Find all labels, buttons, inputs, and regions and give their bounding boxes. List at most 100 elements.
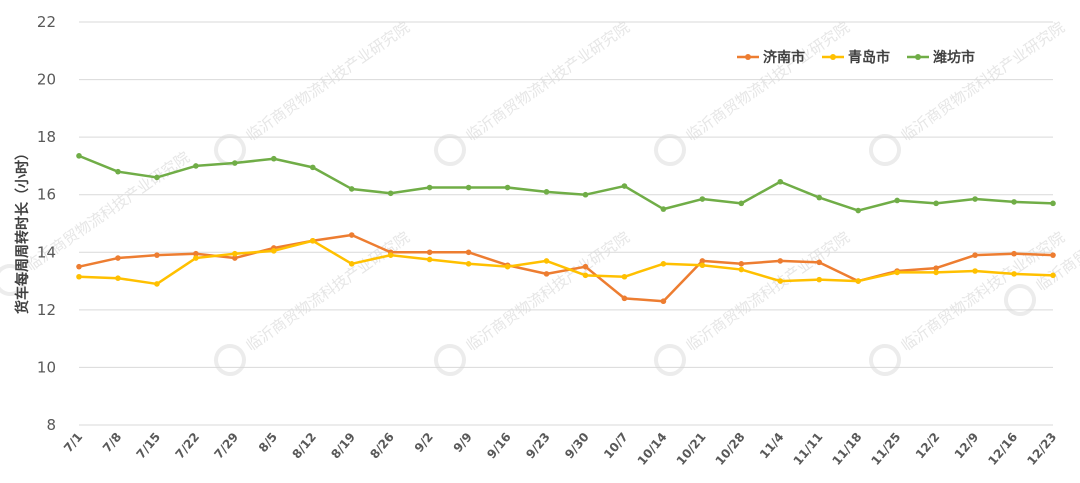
data-point xyxy=(76,263,82,270)
data-point xyxy=(309,237,316,244)
x-tick-label: 11/25 xyxy=(868,430,903,468)
data-point xyxy=(1011,250,1017,257)
data-point xyxy=(465,184,472,191)
data-point xyxy=(1050,272,1056,279)
watermark-layer: 临沂商贸物流科技产业研究院 临沂商贸物流科技产业研究院 临沂商贸物流科技产业研究院临… xyxy=(0,18,1080,376)
watermark-logo-icon xyxy=(214,344,246,376)
data-point xyxy=(504,263,511,270)
data-point xyxy=(660,261,667,267)
x-tick-label: 9/9 xyxy=(451,430,475,455)
data-point xyxy=(660,298,667,305)
x-tick-label: 12/16 xyxy=(985,430,1020,468)
y-tick-label: 12 xyxy=(37,301,56,319)
x-tick-label: 7/29 xyxy=(211,430,241,462)
data-point xyxy=(582,191,589,198)
data-point xyxy=(738,261,745,267)
legend-marker xyxy=(915,54,921,60)
watermark: 临沂商贸物流科技产业研究院 xyxy=(434,228,633,376)
data-point xyxy=(816,194,823,201)
watermark: 临沂商贸物流科技产业研究院 xyxy=(214,228,413,376)
x-axis-ticks: 7/1 7/8 7/15 7/22 7/29 8/5 8/12 8/19 8/26 9/2 9/9 9… xyxy=(61,430,1059,468)
data-point xyxy=(933,269,939,276)
y-axis-label: 货车每周周转时长（小时） xyxy=(14,146,31,315)
data-point xyxy=(582,263,589,270)
legend-item: 潍坊市 xyxy=(907,49,975,66)
legend-label: 济南市 xyxy=(763,49,805,66)
data-point xyxy=(621,295,628,302)
data-point xyxy=(543,271,550,277)
x-tick-label: 7/8 xyxy=(100,430,124,455)
data-point xyxy=(348,232,355,238)
data-point xyxy=(855,207,861,214)
data-point xyxy=(465,261,472,267)
x-tick-label: 9/16 xyxy=(484,430,514,462)
x-tick-label: 12/23 xyxy=(1024,430,1059,468)
x-tick-label: 9/23 xyxy=(523,430,553,462)
watermark-text: 临沂商贸物流科技产业研究院 xyxy=(463,228,633,355)
data-point xyxy=(232,250,238,257)
x-tick-label: 10/21 xyxy=(674,430,709,468)
series-3 xyxy=(76,153,1056,214)
data-point xyxy=(115,255,121,261)
watermark: 临沂商贸物流科技产业研究院 xyxy=(654,228,853,376)
data-point xyxy=(738,200,745,207)
data-point xyxy=(621,273,628,280)
x-tick-label: 8/19 xyxy=(328,430,358,462)
data-point xyxy=(816,259,823,266)
watermark: 临沂商贸物流科技产业研究院 xyxy=(869,18,1068,166)
data-point xyxy=(271,248,277,254)
x-tick-label: 12/2 xyxy=(913,430,943,462)
data-point xyxy=(76,153,82,159)
y-tick-label: 20 xyxy=(37,71,56,89)
watermark-logo-icon xyxy=(869,134,901,166)
data-point xyxy=(933,265,939,271)
data-point xyxy=(504,184,511,191)
legend-item: 青岛市 xyxy=(822,49,890,66)
legend-item: 济南市 xyxy=(737,49,805,66)
data-point xyxy=(543,189,550,195)
series-layer xyxy=(76,153,1056,305)
data-point xyxy=(777,258,784,264)
watermark: 临沂商贸物流科技产业研究院 xyxy=(654,18,853,166)
data-point xyxy=(193,250,199,257)
data-point xyxy=(777,178,784,185)
data-point xyxy=(660,206,667,212)
data-point xyxy=(582,272,589,279)
legend-label: 潍坊市 xyxy=(933,49,975,66)
data-point xyxy=(738,266,745,273)
data-point xyxy=(348,261,355,267)
data-point xyxy=(855,278,861,284)
watermark-logo-icon xyxy=(434,344,466,376)
data-point xyxy=(232,255,238,261)
watermark-logo-icon xyxy=(869,344,901,376)
y-tick-label: 18 xyxy=(37,128,56,146)
y-axis-ticks: 8 10 12 14 16 18 20 22 xyxy=(37,13,56,434)
x-tick-label: 11/18 xyxy=(829,430,864,468)
data-point xyxy=(699,262,706,269)
data-point xyxy=(972,196,978,202)
x-tick-label: 8/5 xyxy=(256,430,280,455)
watermark-text: 临沂商贸物流科技产业研究院 xyxy=(898,18,1068,145)
data-point xyxy=(1011,271,1017,277)
data-point xyxy=(115,168,121,175)
data-point xyxy=(816,276,823,283)
series-2 xyxy=(76,237,1056,287)
watermark-logo-icon xyxy=(654,134,686,166)
watermark-logo-icon xyxy=(654,344,686,376)
x-tick-label: 7/22 xyxy=(173,430,203,462)
data-point xyxy=(426,256,433,263)
data-point xyxy=(232,160,238,166)
x-tick-label: 10/14 xyxy=(635,430,670,468)
watermark-logo-icon xyxy=(434,134,466,166)
x-tick-label: 9/30 xyxy=(562,430,592,462)
data-point xyxy=(193,163,199,169)
data-point xyxy=(193,255,199,261)
data-point xyxy=(972,252,978,258)
watermark: 临沂商贸物流科技产业研究院 xyxy=(214,18,413,166)
x-tick-label: 10/28 xyxy=(713,430,748,468)
legend-marker xyxy=(830,54,836,60)
data-point xyxy=(154,281,160,287)
watermark-logo-icon xyxy=(1004,284,1036,316)
data-point xyxy=(699,258,706,264)
